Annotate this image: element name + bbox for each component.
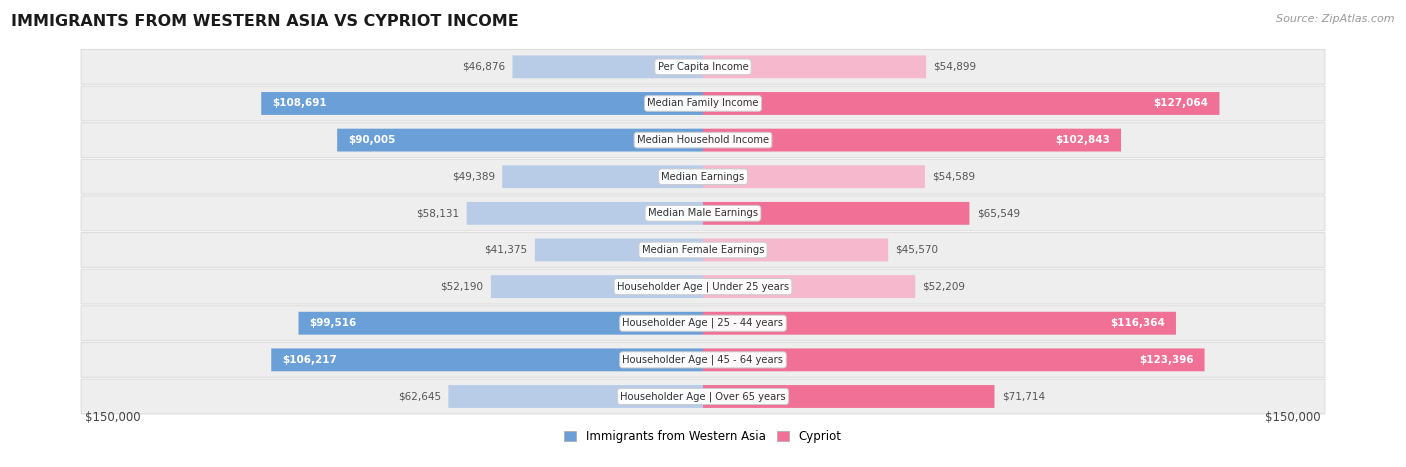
Text: Householder Age | Under 25 years: Householder Age | Under 25 years — [617, 281, 789, 292]
Text: $106,217: $106,217 — [283, 355, 337, 365]
Text: Householder Age | 45 - 64 years: Householder Age | 45 - 64 years — [623, 354, 783, 365]
FancyBboxPatch shape — [82, 342, 1324, 377]
FancyBboxPatch shape — [703, 56, 927, 78]
FancyBboxPatch shape — [703, 312, 1175, 335]
Text: Source: ZipAtlas.com: Source: ZipAtlas.com — [1277, 14, 1395, 24]
Text: $99,516: $99,516 — [309, 318, 357, 328]
FancyBboxPatch shape — [82, 379, 1324, 414]
Text: Median Female Earnings: Median Female Earnings — [641, 245, 765, 255]
FancyBboxPatch shape — [262, 92, 703, 115]
Text: Median Household Income: Median Household Income — [637, 135, 769, 145]
Text: $41,375: $41,375 — [485, 245, 527, 255]
FancyBboxPatch shape — [502, 165, 703, 188]
FancyBboxPatch shape — [703, 165, 925, 188]
Text: $65,549: $65,549 — [977, 208, 1019, 219]
Text: $45,570: $45,570 — [896, 245, 939, 255]
Text: $90,005: $90,005 — [349, 135, 395, 145]
Text: IMMIGRANTS FROM WESTERN ASIA VS CYPRIOT INCOME: IMMIGRANTS FROM WESTERN ASIA VS CYPRIOT … — [11, 14, 519, 29]
Text: $54,589: $54,589 — [932, 172, 976, 182]
FancyBboxPatch shape — [82, 306, 1324, 340]
FancyBboxPatch shape — [491, 275, 703, 298]
FancyBboxPatch shape — [82, 196, 1324, 231]
Text: Householder Age | 25 - 44 years: Householder Age | 25 - 44 years — [623, 318, 783, 328]
Legend: Immigrants from Western Asia, Cypriot: Immigrants from Western Asia, Cypriot — [560, 425, 846, 448]
Text: Median Male Earnings: Median Male Earnings — [648, 208, 758, 219]
Text: $127,064: $127,064 — [1153, 99, 1209, 108]
Text: $150,000: $150,000 — [1265, 411, 1320, 424]
FancyBboxPatch shape — [82, 123, 1324, 157]
Text: $49,389: $49,389 — [451, 172, 495, 182]
FancyBboxPatch shape — [512, 56, 703, 78]
FancyBboxPatch shape — [82, 233, 1324, 268]
FancyBboxPatch shape — [82, 159, 1324, 194]
Text: Householder Age | Over 65 years: Householder Age | Over 65 years — [620, 391, 786, 402]
Text: $108,691: $108,691 — [273, 99, 326, 108]
Text: Median Family Income: Median Family Income — [647, 99, 759, 108]
FancyBboxPatch shape — [703, 239, 889, 262]
Text: $123,396: $123,396 — [1139, 355, 1194, 365]
Text: $102,843: $102,843 — [1054, 135, 1109, 145]
Text: $62,645: $62,645 — [398, 391, 441, 402]
FancyBboxPatch shape — [703, 348, 1205, 371]
Text: $150,000: $150,000 — [86, 411, 141, 424]
Text: $58,131: $58,131 — [416, 208, 460, 219]
FancyBboxPatch shape — [467, 202, 703, 225]
Text: Per Capita Income: Per Capita Income — [658, 62, 748, 72]
FancyBboxPatch shape — [271, 348, 703, 371]
FancyBboxPatch shape — [703, 275, 915, 298]
Text: $54,899: $54,899 — [934, 62, 977, 72]
FancyBboxPatch shape — [703, 202, 969, 225]
FancyBboxPatch shape — [298, 312, 703, 335]
FancyBboxPatch shape — [337, 129, 703, 151]
Text: $46,876: $46,876 — [463, 62, 505, 72]
Text: Median Earnings: Median Earnings — [661, 172, 745, 182]
Text: $52,190: $52,190 — [440, 282, 484, 291]
FancyBboxPatch shape — [82, 269, 1324, 304]
FancyBboxPatch shape — [703, 385, 994, 408]
Text: $116,364: $116,364 — [1111, 318, 1166, 328]
FancyBboxPatch shape — [82, 50, 1324, 84]
FancyBboxPatch shape — [703, 129, 1121, 151]
FancyBboxPatch shape — [703, 92, 1219, 115]
FancyBboxPatch shape — [82, 86, 1324, 121]
FancyBboxPatch shape — [449, 385, 703, 408]
FancyBboxPatch shape — [534, 239, 703, 262]
Text: $52,209: $52,209 — [922, 282, 966, 291]
Text: $71,714: $71,714 — [1002, 391, 1045, 402]
